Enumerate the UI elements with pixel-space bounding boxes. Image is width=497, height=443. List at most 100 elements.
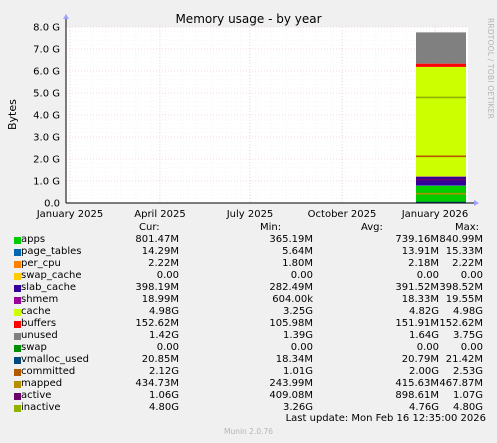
legend-value-cur: 2.22M — [148, 258, 179, 269]
legend-swatch — [14, 393, 21, 400]
legend-value-max: 840.99M — [439, 234, 483, 245]
legend-swatch — [14, 261, 21, 268]
legend-value-min: 604.00k — [272, 294, 313, 305]
y-tick-label: 6.0 G — [33, 67, 60, 78]
legend-row-cache: cache 4.98G 3.25G 4.82G 4.98G — [0, 306, 497, 318]
legend-value-cur: 801.47M — [135, 234, 179, 245]
legend-value-avg: 18.33M — [401, 294, 439, 305]
memory-chart: 0.0 1.0 G 2.0 G 3.0 G 4.0 G 5.0 G 6.0 G 7.0 G 8.… — [33, 14, 479, 220]
legend-header-avg: Avg: — [361, 222, 383, 233]
axes — [63, 14, 479, 206]
legend-series-name: buffers — [21, 318, 57, 329]
y-tick-label: 8.0 G — [33, 23, 60, 34]
legend-row-mapped: mapped 434.73M 243.99M 415.63M 467.87M — [0, 378, 497, 390]
legend-value-cur: 0.00 — [156, 270, 179, 281]
legend-value-avg: 391.52M — [395, 282, 439, 293]
legend-series-name: shmem — [21, 294, 59, 305]
legend-swatch — [14, 309, 21, 316]
legend-value-avg: 4.76G — [408, 402, 439, 413]
y-tick-labels: 0.0 1.0 G 2.0 G 3.0 G 4.0 G 5.0 G 6.0 G 7.0 G 8.… — [33, 23, 60, 210]
legend-value-min: 0.00 — [290, 342, 313, 353]
y-tick-label: 1.0 G — [33, 177, 60, 188]
legend-value-max: 4.98G — [452, 306, 483, 317]
y-tick-label: 3.0 G — [33, 133, 60, 144]
y-axis-arrow — [63, 14, 69, 19]
y-tick-label: 2.0 G — [33, 155, 60, 166]
legend-value-cur: 398.19M — [135, 282, 179, 293]
legend-swatch — [14, 333, 21, 340]
legend-value-min: 1.39G — [282, 330, 313, 341]
legend-value-cur: 1.42G — [148, 330, 179, 341]
legend-header-cur: Cur: — [139, 222, 160, 233]
legend-value-cur: 14.29M — [141, 246, 179, 257]
legend-value-max: 3.75G — [452, 330, 483, 341]
x-tick-label: April 2025 — [134, 209, 185, 220]
legend-value-max: 1.07G — [452, 390, 483, 401]
y-tick-label: 5.0 G — [33, 89, 60, 100]
legend-value-min: 3.26G — [282, 402, 313, 413]
legend-row-swap: swap 0.00 0.00 0.00 0.00 — [0, 342, 497, 354]
legend-series-name: active — [21, 390, 52, 401]
legend-series-name: per_cpu — [21, 258, 61, 269]
x-tick-label: January 2025 — [36, 209, 104, 220]
legend-value-avg: 2.00G — [408, 366, 439, 377]
legend-value-min: 1.80M — [282, 258, 313, 269]
legend-row-unused: unused 1.42G 1.39G 1.64G 3.75G — [0, 330, 497, 342]
x-tick-label: July 2025 — [226, 209, 274, 220]
legend-row-active: active 1.06G 409.08M 898.61M 1.07G — [0, 390, 497, 402]
legend-row-buffers: buffers 152.62M 105.98M 151.91M 152.62M — [0, 318, 497, 330]
legend-value-max: 19.55M — [445, 294, 483, 305]
legend-value-cur: 18.99M — [141, 294, 179, 305]
legend-row-page_tables: page_tables 14.29M 5.64M 13.91M 15.33M — [0, 246, 497, 258]
legend-value-min: 282.49M — [269, 282, 313, 293]
legend-value-avg: 4.82G — [408, 306, 439, 317]
legend-value-avg: 898.61M — [395, 390, 439, 401]
legend-value-avg: 13.91M — [401, 246, 439, 257]
legend-value-avg: 1.64G — [408, 330, 439, 341]
legend-value-cur: 4.80G — [148, 402, 179, 413]
legend-value-cur: 152.62M — [135, 318, 179, 329]
legend-value-cur: 20.85M — [141, 354, 179, 365]
stack-areas — [416, 32, 466, 203]
legend-value-min: 105.98M — [269, 318, 313, 329]
legend-value-max: 2.22M — [452, 258, 483, 269]
legend-series-name: committed — [21, 366, 76, 377]
legend-row-shmem: shmem 18.99M 604.00k 18.33M 19.55M — [0, 294, 497, 306]
legend-value-cur: 1.06G — [148, 390, 179, 401]
legend-swatch — [14, 285, 21, 292]
legend-row-slab_cache: slab_cache 398.19M 282.49M 391.52M 398.52M — [0, 282, 497, 294]
x-tick-label: October 2025 — [308, 209, 377, 220]
legend-value-max: 21.42M — [445, 354, 483, 365]
area-slab_cache — [416, 176, 466, 186]
legend-swatch — [14, 381, 21, 388]
y-tick-label: 0.0 — [44, 199, 60, 210]
legend-value-avg: 151.91M — [395, 318, 439, 329]
rrdtool-credit: RRDTOOL / TOBI OETIKER — [486, 18, 495, 119]
legend-series-name: swap — [21, 342, 47, 353]
legend-series-name: slab_cache — [21, 282, 77, 293]
legend-series-name: swap_cache — [21, 270, 82, 281]
legend-value-max: 152.62M — [439, 318, 483, 329]
legend-value-avg: 20.79M — [401, 354, 439, 365]
last-update: Last update: Mon Feb 16 12:35:00 2026 — [285, 413, 486, 424]
legend-swatch — [14, 321, 21, 328]
munin-footer: Munin 2.0.76 — [223, 427, 274, 436]
area-unused — [416, 32, 466, 64]
legend-value-cur: 4.98G — [148, 306, 179, 317]
legend-series-name: apps — [21, 234, 46, 245]
legend-value-max: 0.00 — [460, 342, 483, 353]
area-cache — [416, 66, 466, 177]
y-tick-label: 4.0 G — [33, 111, 60, 122]
legend-row-inactive: inactive 4.80G 3.26G 4.76G 4.80G — [0, 402, 497, 414]
legend-value-avg: 415.63M — [395, 378, 439, 389]
legend-series-name: unused — [21, 330, 58, 341]
legend-row-vmalloc_used: vmalloc_used 20.85M 18.34M 20.79M 21.42M — [0, 354, 497, 366]
x-axis-arrow — [474, 200, 479, 206]
legend-series-name: cache — [21, 306, 51, 317]
legend-value-min: 18.34M — [275, 354, 313, 365]
legend-value-min: 243.99M — [269, 378, 313, 389]
legend-value-max: 0.00 — [460, 270, 483, 281]
legend-swatch — [14, 369, 21, 376]
legend-swatch — [14, 357, 21, 364]
legend-value-max: 15.33M — [445, 246, 483, 257]
